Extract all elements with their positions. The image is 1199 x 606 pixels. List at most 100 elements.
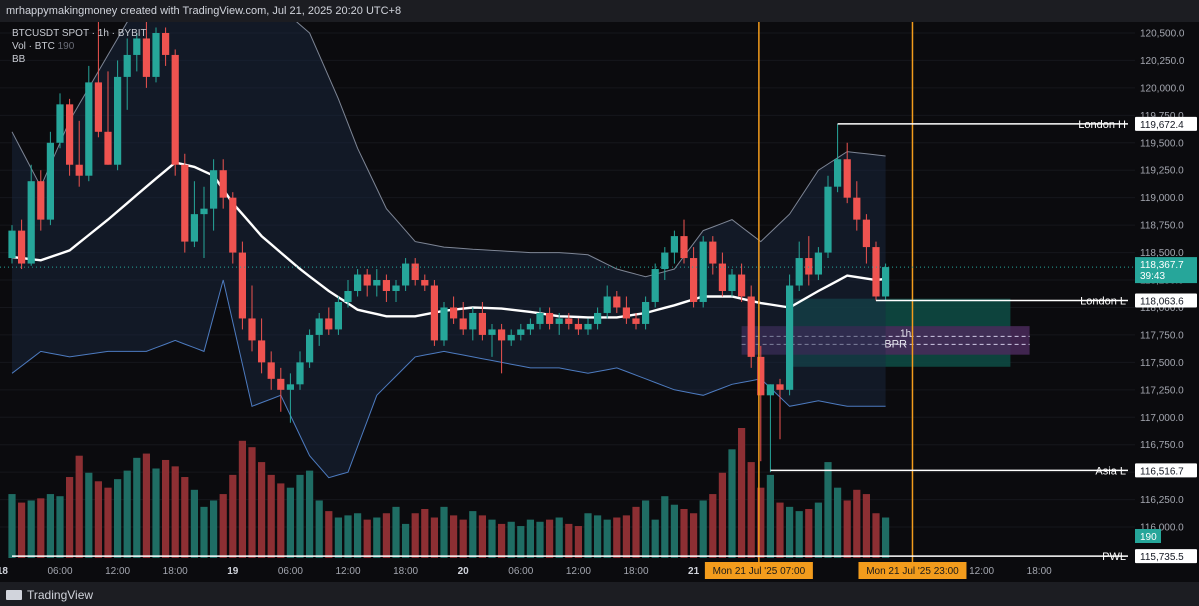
candle-body: [766, 384, 774, 396]
candle: [526, 318, 534, 335]
candle: [325, 307, 333, 335]
price-tick-label: 118,000.0: [1140, 303, 1184, 314]
price-axis: 120,500.0120,250.0120,000.0119,750.0119,…: [1135, 22, 1199, 564]
candle-body: [680, 236, 688, 259]
candle: [776, 378, 784, 440]
price-tick-label: 119,000.0: [1140, 193, 1184, 204]
candle-body: [440, 307, 448, 341]
candle-body: [853, 197, 861, 220]
volume-bar: [66, 477, 74, 558]
candle-body: [200, 208, 208, 215]
tradingview-logo[interactable]: TradingView: [6, 588, 93, 602]
current-price-tag: 118,367.7: [1140, 260, 1184, 271]
volume-bar: [440, 506, 448, 558]
volume-bar: [776, 502, 784, 558]
candle: [450, 296, 458, 324]
legend-volume[interactable]: Vol · BTC 190: [12, 40, 147, 53]
volume-bar: [786, 506, 794, 558]
candle: [843, 142, 851, 204]
volume-bar: [469, 511, 477, 558]
volume-bar: [450, 515, 458, 558]
candle-body: [882, 267, 890, 297]
candle: [248, 285, 256, 352]
candle: [670, 230, 678, 264]
candle: [306, 329, 314, 368]
time-marker-tag-bg: [858, 562, 967, 579]
price-tick-label: 119,750.0: [1140, 111, 1184, 122]
candle: [766, 384, 774, 473]
candle-body: [46, 142, 54, 220]
candle: [104, 71, 112, 165]
volume-bar: [190, 489, 198, 558]
level-label-pwl: PWL: [1102, 551, 1126, 563]
volume-tag: 190: [1140, 532, 1157, 543]
legend-indicator[interactable]: BB: [12, 54, 26, 65]
candle-body: [334, 301, 342, 330]
volume-bar: [411, 513, 419, 558]
candle: [507, 329, 515, 346]
candle-body: [728, 274, 736, 291]
candle-body: [382, 280, 390, 291]
candle-body: [75, 164, 83, 176]
legend-volume-label: Vol · BTC: [12, 41, 55, 52]
volume-bar: [27, 500, 35, 558]
candle-body: [27, 181, 35, 264]
price-tick-label: 117,750.0: [1140, 330, 1184, 341]
candle-body: [709, 241, 717, 264]
candle: [862, 214, 870, 264]
price-tick-label: 116,750.0: [1140, 440, 1184, 451]
volume-bar: [248, 447, 256, 558]
time-tick-label: 19: [227, 566, 239, 577]
volume-bar: [85, 472, 93, 558]
volume-bar: [37, 498, 45, 558]
volume-bar: [603, 519, 611, 558]
level-label-london-h: London H: [1078, 119, 1126, 131]
candle-body: [238, 252, 246, 319]
candle-body: [248, 318, 256, 341]
volume-bar: [498, 523, 506, 558]
candle: [651, 263, 659, 308]
candle-body: [757, 356, 765, 396]
time-marker-tag: Mon 21 Jul '25 23:00: [866, 566, 959, 577]
candle: [56, 93, 64, 149]
volume-bar: [718, 472, 726, 558]
price-tick-label: 119,500.0: [1140, 138, 1184, 149]
volume-bar: [46, 494, 54, 558]
volume-bar: [632, 506, 640, 558]
volume-bar: [459, 519, 467, 558]
price-tick-label: 117,250.0: [1140, 385, 1184, 396]
candle-body: [488, 329, 496, 335]
candle-body: [450, 307, 458, 319]
candle: [27, 164, 35, 266]
volume-bar: [747, 462, 755, 558]
volume-bar: [824, 462, 832, 558]
candle-body: [85, 82, 93, 176]
price-tick-label: 120,000.0: [1140, 83, 1185, 94]
volume-bar: [766, 474, 774, 558]
candle: [152, 27, 160, 83]
volume-bar: [670, 504, 678, 558]
volume-bar: [805, 508, 813, 558]
brand-label: TradingView: [27, 588, 94, 602]
time-tick-label: 18:00: [163, 566, 188, 577]
candle: [402, 258, 410, 291]
candle-body: [123, 54, 131, 77]
volume-bar: [738, 428, 746, 558]
level-label-london-l: London L: [1080, 295, 1126, 307]
volume-bar: [622, 515, 630, 558]
candle-body: [402, 263, 410, 286]
volume-bar: [392, 506, 400, 558]
candle: [114, 60, 122, 171]
candle: [277, 367, 285, 412]
legend-symbol[interactable]: BTCUSDT SPOT · 1h · BYBIT: [12, 28, 147, 39]
time-markers: [758, 22, 914, 562]
candle-body: [651, 269, 659, 302]
price-tick-label: 118,500.0: [1140, 248, 1184, 259]
price-tag-london-h-bg: [1135, 116, 1197, 131]
candle: [75, 120, 83, 187]
price-tag-pwl-bg: [1135, 549, 1197, 564]
candle-body: [872, 247, 880, 297]
volume-bar: [555, 517, 563, 558]
candle: [478, 301, 486, 341]
